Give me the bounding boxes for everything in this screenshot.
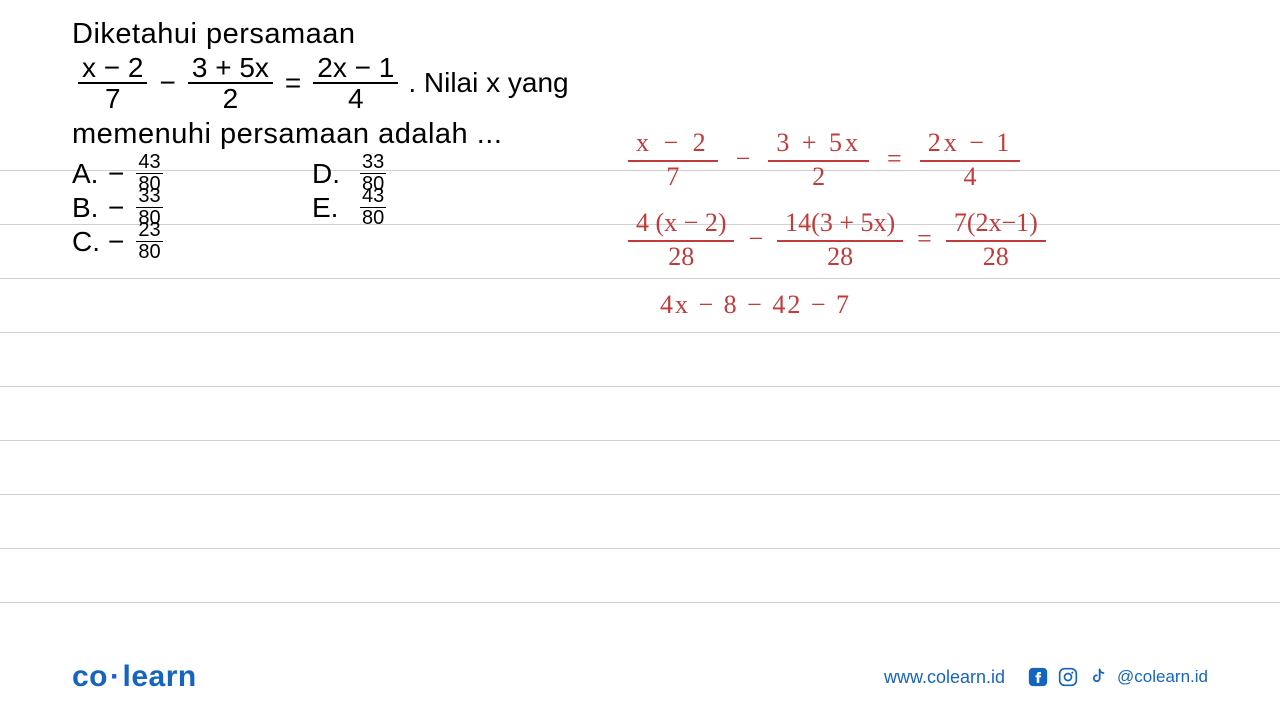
hw-minus: − <box>748 224 763 254</box>
option-c-fraction: 23 80 <box>136 220 162 263</box>
hw-equals: = <box>917 224 932 254</box>
handwriting-row-1: x − 2 7 − 3 + 5x 2 = 2x − 1 4 <box>620 126 1028 192</box>
handwriting-row-3: 4x − 8 − 42 − 7 <box>660 290 851 320</box>
hw-frac: 2x − 1 4 <box>920 126 1021 192</box>
hw-frac: 7(2x−1) 28 <box>946 206 1046 272</box>
brand-dot: · <box>110 660 121 693</box>
equation-trail: . Nilai x yang <box>408 67 568 99</box>
hw-minus: − <box>736 144 751 174</box>
question-line1: Diketahui persamaan <box>72 18 1240 51</box>
option-c[interactable]: C. − 23 80 <box>72 225 312 259</box>
hw-frac: 14(3 + 5x) 28 <box>777 206 903 272</box>
instagram-icon[interactable] <box>1057 666 1079 688</box>
rule-line <box>0 332 1280 333</box>
hw-frac: 4 (x − 2) 28 <box>628 206 734 272</box>
handwriting-row-2: 4 (x − 2) 28 − 14(3 + 5x) 28 = 7(2x−1) 2… <box>620 206 1054 272</box>
question-equation: x − 2 7 − 3 + 5x 2 = 2x − 1 4 . Nilai x … <box>72 53 1240 114</box>
fraction-3: 2x − 1 4 <box>313 53 398 114</box>
brand-logo: co·learn <box>72 660 197 694</box>
footer-right: www.colearn.id @colearn.id <box>884 666 1208 688</box>
rule-line <box>0 494 1280 495</box>
social-handle[interactable]: @colearn.id <box>1117 667 1208 687</box>
tiktok-icon[interactable] <box>1087 666 1109 688</box>
rule-line <box>0 278 1280 279</box>
footer: co·learn www.colearn.id @colearn.id <box>0 660 1280 694</box>
rule-line <box>0 386 1280 387</box>
hw-frac: x − 2 7 <box>628 126 718 192</box>
rule-line <box>0 548 1280 549</box>
option-b[interactable]: B. − 33 80 <box>72 191 312 225</box>
minus-sign: − <box>159 67 175 99</box>
hw-equals: = <box>887 144 902 174</box>
footer-url[interactable]: www.colearn.id <box>884 667 1005 688</box>
option-e[interactable]: E. 43 80 <box>312 191 552 225</box>
equals-sign: = <box>285 67 301 99</box>
hw-frac: 3 + 5x 2 <box>768 126 869 192</box>
fraction-1: x − 2 7 <box>78 53 147 114</box>
option-a[interactable]: A. − 43 80 <box>72 157 312 191</box>
fraction-2: 3 + 5x 2 <box>188 53 273 114</box>
rule-line <box>0 440 1280 441</box>
social-icons: @colearn.id <box>1027 666 1208 688</box>
option-e-fraction: 43 80 <box>360 186 386 229</box>
rule-line <box>0 602 1280 603</box>
option-d[interactable]: D. 33 80 <box>312 157 552 191</box>
facebook-icon[interactable] <box>1027 666 1049 688</box>
